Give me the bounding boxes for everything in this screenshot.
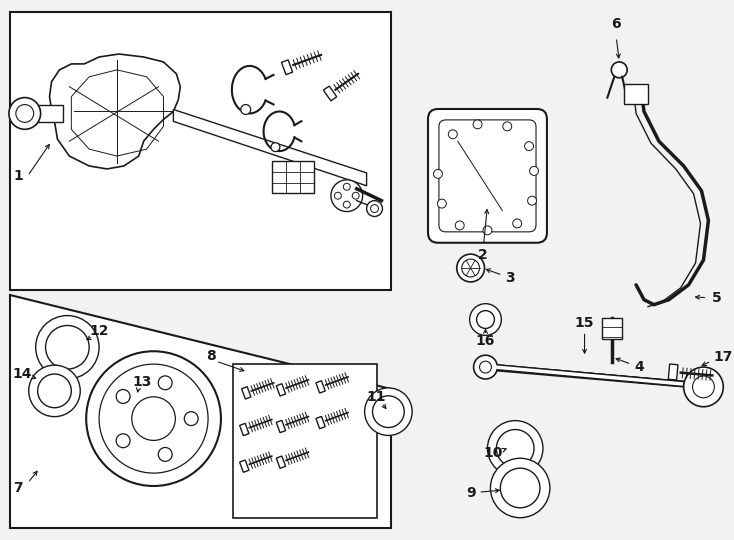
Circle shape	[457, 254, 484, 282]
Circle shape	[455, 221, 464, 230]
Circle shape	[366, 201, 382, 217]
Circle shape	[159, 376, 172, 390]
Polygon shape	[324, 86, 337, 101]
Circle shape	[184, 411, 198, 426]
Text: 14: 14	[12, 367, 32, 381]
Circle shape	[331, 180, 363, 212]
Circle shape	[344, 201, 350, 208]
Text: 15: 15	[575, 315, 595, 329]
Circle shape	[470, 303, 501, 335]
Text: 13: 13	[132, 375, 151, 389]
Circle shape	[9, 98, 40, 129]
Polygon shape	[239, 460, 249, 472]
Text: 12: 12	[90, 325, 109, 339]
Circle shape	[473, 355, 498, 379]
FancyBboxPatch shape	[428, 109, 547, 243]
Polygon shape	[281, 60, 293, 75]
Circle shape	[434, 170, 443, 178]
Text: 1: 1	[13, 169, 23, 183]
Circle shape	[344, 183, 350, 190]
Polygon shape	[276, 456, 286, 468]
Circle shape	[271, 143, 280, 152]
Circle shape	[86, 351, 221, 486]
Polygon shape	[669, 364, 678, 380]
Bar	[233, 364, 377, 518]
Circle shape	[487, 421, 543, 476]
Polygon shape	[276, 384, 286, 396]
Circle shape	[29, 365, 80, 417]
Bar	[272, 161, 314, 193]
Polygon shape	[239, 423, 249, 436]
Text: 11: 11	[367, 390, 386, 404]
Circle shape	[36, 315, 99, 379]
Circle shape	[529, 166, 539, 176]
Circle shape	[611, 62, 627, 78]
Circle shape	[473, 120, 482, 129]
Circle shape	[241, 105, 251, 114]
Circle shape	[448, 130, 457, 139]
Circle shape	[683, 367, 723, 407]
Text: 10: 10	[484, 446, 503, 460]
Circle shape	[503, 122, 512, 131]
Polygon shape	[10, 295, 391, 528]
Polygon shape	[316, 416, 325, 429]
Bar	[603, 318, 622, 339]
Polygon shape	[241, 387, 251, 399]
Text: 8: 8	[206, 349, 216, 363]
Circle shape	[116, 389, 130, 403]
Text: 3: 3	[487, 269, 515, 285]
Circle shape	[159, 448, 172, 461]
Circle shape	[513, 219, 522, 228]
Text: 2: 2	[478, 210, 489, 262]
Circle shape	[528, 196, 537, 205]
Text: 4: 4	[616, 358, 644, 374]
Circle shape	[335, 192, 341, 199]
Text: 5: 5	[711, 291, 721, 305]
Circle shape	[116, 434, 130, 448]
Circle shape	[352, 192, 359, 199]
Circle shape	[525, 141, 534, 151]
Bar	[12, 105, 63, 123]
Polygon shape	[173, 110, 366, 186]
Circle shape	[490, 458, 550, 518]
Text: 7: 7	[13, 481, 23, 495]
Circle shape	[365, 388, 413, 435]
Polygon shape	[316, 381, 325, 393]
Text: 9: 9	[466, 486, 499, 500]
Text: 17: 17	[713, 350, 733, 364]
Circle shape	[483, 226, 492, 235]
Bar	[10, 12, 391, 290]
Circle shape	[437, 199, 446, 208]
Polygon shape	[49, 54, 181, 169]
Polygon shape	[276, 421, 286, 433]
Bar	[624, 84, 648, 104]
Text: 6: 6	[611, 17, 621, 31]
Text: 16: 16	[476, 334, 495, 348]
